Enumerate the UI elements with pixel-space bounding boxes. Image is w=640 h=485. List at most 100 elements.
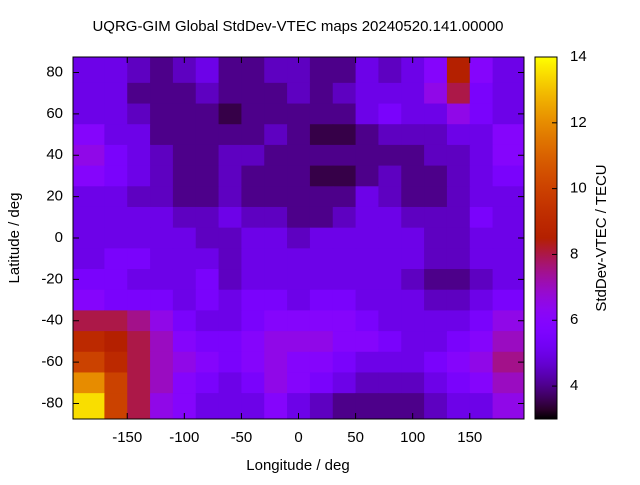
- heat-cell: [378, 351, 402, 373]
- heat-cell: [424, 310, 448, 332]
- heat-cell: [104, 206, 128, 229]
- heat-cell: [469, 165, 494, 187]
- heat-cell: [492, 310, 525, 332]
- heat-cell: [150, 82, 174, 105]
- heat-cell: [355, 57, 379, 84]
- heat-cell: [287, 82, 311, 105]
- heat-cell: [104, 165, 128, 187]
- heat-cell: [446, 351, 471, 373]
- heat-cell: [287, 269, 311, 291]
- heat-cell: [172, 393, 197, 420]
- heat-cell: [446, 82, 471, 105]
- heat-cell: [104, 144, 128, 167]
- heat-cell: [172, 310, 197, 332]
- y-axis-label: Latitude / deg: [6, 193, 23, 284]
- heat-cell: [446, 57, 471, 84]
- heat-cell: [424, 103, 448, 125]
- heat-cell: [150, 144, 174, 167]
- heat-cell: [492, 248, 525, 270]
- heat-cell: [401, 57, 425, 84]
- heat-cell: [378, 289, 402, 311]
- heat-cell: [241, 144, 265, 167]
- heat-cell: [287, 165, 311, 187]
- heat-cell: [241, 82, 265, 105]
- heat-cell: [264, 269, 288, 291]
- y-tick-label: 80: [46, 63, 63, 80]
- heat-cell: [287, 144, 311, 167]
- heat-cell: [309, 351, 334, 373]
- heat-cell: [446, 227, 471, 249]
- heat-cell: [355, 165, 379, 187]
- heat-cell: [332, 82, 357, 105]
- heat-cell: [218, 57, 242, 84]
- heat-cell: [172, 248, 197, 270]
- heat-cell: [332, 186, 357, 208]
- heat-cell: [150, 289, 174, 311]
- heat-cell: [401, 310, 425, 332]
- heat-cell: [309, 269, 334, 291]
- heat-cell: [241, 372, 265, 394]
- heat-cell: [492, 144, 525, 167]
- heat-cell: [195, 351, 220, 373]
- heat-cell: [195, 57, 220, 84]
- heat-cell: [195, 82, 220, 105]
- heat-cell: [355, 186, 379, 208]
- heat-cell: [309, 144, 334, 167]
- heat-cell: [172, 351, 197, 373]
- heat-cell: [150, 206, 174, 229]
- heat-cell: [355, 331, 379, 353]
- heat-cell: [492, 372, 525, 394]
- heat-cell: [332, 372, 357, 394]
- heat-cell: [424, 57, 448, 84]
- heat-cell: [401, 144, 425, 167]
- heat-cell: [104, 372, 128, 394]
- heat-cell: [355, 82, 379, 105]
- heat-cell: [127, 82, 151, 105]
- heat-cell: [218, 248, 242, 270]
- heat-cell: [241, 206, 265, 229]
- y-tick-label: 20: [46, 188, 63, 205]
- heat-cell: [446, 103, 471, 125]
- heat-cell: [127, 331, 151, 353]
- heat-cell: [446, 393, 471, 420]
- heat-cell: [424, 248, 448, 270]
- heat-cell: [355, 310, 379, 332]
- y-tick-label: 60: [46, 105, 63, 122]
- heat-cell: [73, 57, 105, 84]
- heat-cell: [264, 248, 288, 270]
- heat-cell: [104, 186, 128, 208]
- heat-cell: [446, 310, 471, 332]
- x-tick-label: 150: [457, 429, 482, 446]
- heat-cell: [424, 372, 448, 394]
- y-tick-label: 0: [55, 229, 63, 246]
- heat-cell: [378, 144, 402, 167]
- heat-cell: [218, 103, 242, 125]
- colorbar: [534, 56, 558, 420]
- heat-cell: [332, 310, 357, 332]
- heat-cell: [401, 227, 425, 249]
- heat-cell: [309, 289, 334, 311]
- heat-cell: [73, 124, 105, 146]
- heat-cell: [241, 248, 265, 270]
- heat-cell: [492, 331, 525, 353]
- chart-title: UQRG-GIM Global StdDev-VTEC maps 2024052…: [92, 18, 503, 35]
- heat-cell: [424, 165, 448, 187]
- heat-cell: [127, 248, 151, 270]
- heat-cell: [332, 206, 357, 229]
- heat-cell: [195, 372, 220, 394]
- heat-cell: [127, 372, 151, 394]
- heat-cell: [401, 206, 425, 229]
- heat-cell: [150, 372, 174, 394]
- heat-cell: [104, 103, 128, 125]
- heat-cell: [150, 310, 174, 332]
- heat-cell: [264, 393, 288, 420]
- heat-cell: [73, 227, 105, 249]
- heat-cell: [127, 124, 151, 146]
- heat-cell: [195, 269, 220, 291]
- heat-cell: [378, 372, 402, 394]
- heat-cell: [401, 248, 425, 270]
- heat-cell: [264, 57, 288, 84]
- heat-cell: [309, 206, 334, 229]
- heat-cell: [401, 351, 425, 373]
- heat-cell: [401, 372, 425, 394]
